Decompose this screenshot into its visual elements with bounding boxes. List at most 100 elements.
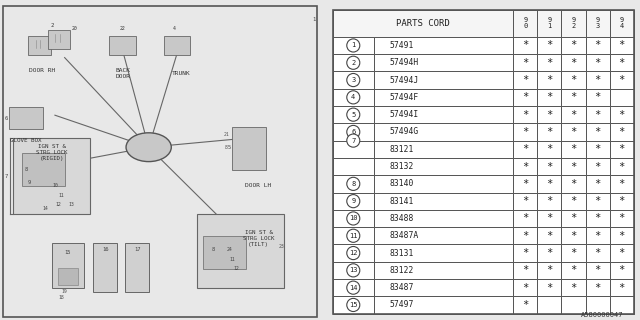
Bar bbox=[374, 54, 513, 71]
Bar bbox=[538, 37, 561, 54]
Bar bbox=[333, 123, 374, 140]
Text: *: * bbox=[547, 213, 552, 223]
Text: A580000047: A580000047 bbox=[580, 312, 623, 318]
Bar bbox=[586, 262, 609, 279]
Bar bbox=[513, 175, 538, 193]
Text: *: * bbox=[547, 144, 552, 154]
Text: BACK
DOOR: BACK DOOR bbox=[115, 68, 131, 79]
Bar bbox=[538, 227, 561, 244]
Ellipse shape bbox=[126, 133, 172, 162]
Circle shape bbox=[347, 56, 360, 69]
Text: 1: 1 bbox=[351, 43, 355, 48]
Bar bbox=[333, 244, 374, 262]
Text: 83488: 83488 bbox=[390, 214, 414, 223]
Text: *: * bbox=[522, 179, 529, 189]
Bar bbox=[561, 106, 586, 123]
Circle shape bbox=[347, 177, 360, 190]
Bar bbox=[586, 71, 609, 89]
Text: 5: 5 bbox=[351, 112, 355, 118]
Bar bbox=[333, 262, 374, 279]
Text: 11: 11 bbox=[230, 257, 236, 262]
Text: *: * bbox=[570, 231, 577, 241]
Bar bbox=[561, 262, 586, 279]
Bar bbox=[374, 193, 513, 210]
Text: *: * bbox=[522, 58, 529, 68]
Text: *: * bbox=[522, 75, 529, 85]
Text: *: * bbox=[522, 283, 529, 293]
Bar bbox=[586, 10, 609, 37]
FancyBboxPatch shape bbox=[58, 268, 78, 285]
Text: *: * bbox=[595, 196, 601, 206]
Bar bbox=[333, 89, 374, 106]
Text: 13: 13 bbox=[349, 267, 358, 273]
Text: *: * bbox=[618, 248, 625, 258]
Text: 15: 15 bbox=[349, 302, 358, 308]
Bar bbox=[374, 140, 513, 158]
Text: *: * bbox=[595, 265, 601, 275]
FancyBboxPatch shape bbox=[164, 36, 189, 55]
Bar bbox=[333, 210, 374, 227]
Bar bbox=[513, 210, 538, 227]
Text: *: * bbox=[570, 162, 577, 172]
Bar bbox=[374, 175, 513, 193]
Circle shape bbox=[347, 39, 360, 52]
Text: *: * bbox=[547, 196, 552, 206]
Text: *: * bbox=[570, 179, 577, 189]
Text: 3: 3 bbox=[351, 77, 355, 83]
Text: 12: 12 bbox=[233, 266, 239, 271]
Text: *: * bbox=[618, 265, 625, 275]
Bar bbox=[513, 71, 538, 89]
FancyBboxPatch shape bbox=[93, 243, 117, 292]
Text: *: * bbox=[618, 110, 625, 120]
Bar bbox=[513, 89, 538, 106]
Bar bbox=[374, 227, 513, 244]
Text: 83141: 83141 bbox=[390, 197, 414, 206]
Text: 83132: 83132 bbox=[390, 162, 414, 171]
Text: *: * bbox=[570, 144, 577, 154]
Bar bbox=[513, 279, 538, 296]
Bar bbox=[333, 140, 374, 158]
Bar bbox=[586, 244, 609, 262]
Text: IGN ST &
STRG LOCK
(TILT): IGN ST & STRG LOCK (TILT) bbox=[243, 230, 275, 247]
Bar bbox=[374, 262, 513, 279]
Text: *: * bbox=[522, 144, 529, 154]
Text: *: * bbox=[547, 127, 552, 137]
Bar bbox=[374, 210, 513, 227]
Text: *: * bbox=[570, 75, 577, 85]
Bar bbox=[586, 54, 609, 71]
Bar bbox=[513, 10, 538, 37]
Bar bbox=[586, 123, 609, 140]
Circle shape bbox=[347, 108, 360, 121]
Text: 57494H: 57494H bbox=[390, 58, 419, 67]
Bar bbox=[586, 158, 609, 175]
Bar bbox=[374, 296, 513, 314]
Bar bbox=[538, 193, 561, 210]
Text: *: * bbox=[570, 196, 577, 206]
Bar bbox=[538, 123, 561, 140]
Bar bbox=[333, 106, 374, 123]
Bar bbox=[586, 175, 609, 193]
Bar bbox=[609, 89, 634, 106]
Bar bbox=[561, 123, 586, 140]
Text: 24: 24 bbox=[227, 247, 232, 252]
Bar bbox=[586, 140, 609, 158]
Bar bbox=[538, 158, 561, 175]
Text: *: * bbox=[595, 75, 601, 85]
Bar bbox=[538, 279, 561, 296]
Text: *: * bbox=[547, 162, 552, 172]
Text: *: * bbox=[522, 300, 529, 310]
Text: *: * bbox=[547, 40, 552, 51]
Text: *: * bbox=[570, 248, 577, 258]
Bar bbox=[333, 296, 374, 314]
Bar bbox=[513, 140, 538, 158]
Text: *: * bbox=[522, 127, 529, 137]
Bar bbox=[374, 71, 513, 89]
Bar bbox=[333, 158, 374, 175]
Text: *: * bbox=[570, 213, 577, 223]
Bar bbox=[333, 10, 513, 37]
Bar bbox=[538, 262, 561, 279]
Text: 23: 23 bbox=[278, 244, 284, 249]
Bar bbox=[513, 193, 538, 210]
Text: 9
4: 9 4 bbox=[620, 18, 624, 29]
Text: *: * bbox=[547, 75, 552, 85]
